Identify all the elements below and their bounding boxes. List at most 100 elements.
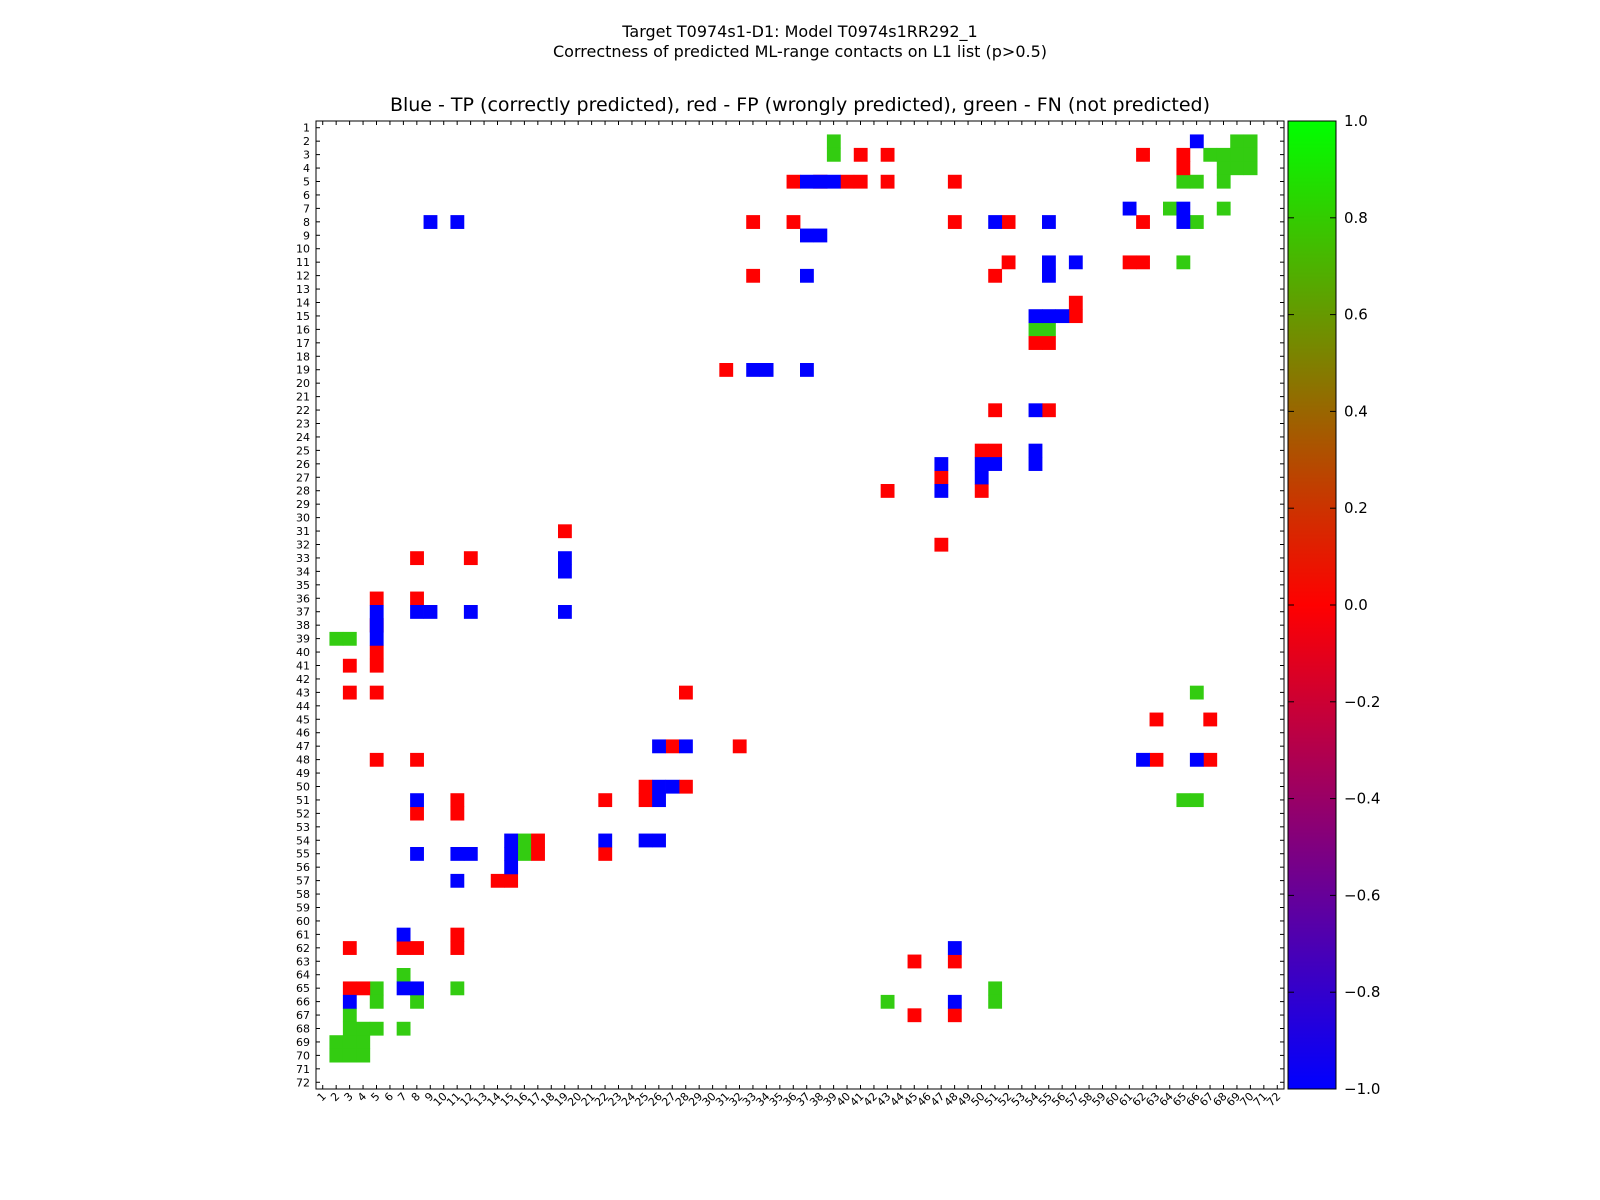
cell-tp: [396, 981, 411, 996]
cell-fn: [826, 147, 841, 162]
cell-fp: [719, 363, 734, 377]
y-tick-label: 66: [296, 996, 310, 1009]
cell-fp: [369, 752, 384, 767]
y-tick-label: 28: [296, 485, 310, 498]
cell-fp: [1042, 403, 1056, 418]
x-tick-label: 3: [342, 1090, 356, 1104]
cell-fp: [880, 174, 895, 189]
cell-fp: [342, 658, 357, 673]
cell-fp: [1149, 752, 1164, 767]
cell-tp: [1122, 201, 1137, 216]
y-tick-label: 25: [296, 444, 310, 457]
y-tick-label: 10: [296, 243, 310, 256]
cell-tp: [504, 847, 519, 861]
y-tick-label: 52: [296, 807, 310, 820]
cell-tp: [504, 833, 519, 848]
y-tick-label: 58: [296, 888, 310, 901]
cell-fn: [1230, 161, 1245, 176]
y-tick-label: 14: [296, 297, 310, 310]
y-tick-label: 22: [296, 404, 310, 417]
cell-tp: [988, 457, 1003, 471]
y-tick-label: 30: [296, 512, 310, 525]
cell-tp: [813, 228, 828, 243]
colorbar-tick-label: −1.0: [1344, 1080, 1380, 1098]
cell-fp: [786, 174, 801, 189]
cell-fn: [342, 631, 357, 646]
cell-fp: [410, 752, 424, 767]
cell-tp: [450, 873, 465, 888]
colorbar-tick-label: 1.0: [1344, 112, 1368, 130]
y-tick-label: 15: [296, 310, 310, 323]
cell-tp: [800, 268, 814, 283]
y-tick-label: 19: [296, 364, 310, 377]
cell-fp: [410, 551, 424, 566]
y-tick-label: 27: [296, 471, 310, 484]
y-tick-label: 51: [296, 794, 310, 807]
cell-fp: [1001, 215, 1016, 229]
cell-tp: [369, 618, 384, 633]
cell-tp: [1055, 309, 1070, 324]
y-tick-label: 23: [296, 418, 310, 431]
cell-fp: [947, 954, 962, 969]
cell-fn: [356, 1021, 371, 1036]
cell-tp: [1189, 134, 1204, 149]
cell-fp: [1068, 309, 1083, 324]
cell-fp: [356, 981, 371, 996]
cell-fp: [934, 470, 949, 485]
cell-fp: [342, 685, 357, 700]
cell-tp: [934, 457, 949, 471]
cell-tp: [369, 605, 384, 619]
cell-fn: [1216, 174, 1231, 189]
cell-fp: [369, 645, 384, 660]
cell-fn: [1243, 134, 1258, 149]
x-tick-label: 1: [315, 1090, 329, 1104]
colorbar-tick-label: −0.2: [1344, 693, 1380, 711]
y-tick-label: 40: [296, 646, 310, 659]
cell-fn: [1042, 322, 1056, 337]
cell-tp: [800, 174, 814, 189]
cell-fn: [1176, 174, 1191, 189]
y-tick-label: 41: [296, 660, 310, 673]
y-tick-label: 56: [296, 861, 310, 874]
cell-fp: [974, 443, 989, 458]
cell-tp: [1176, 201, 1191, 216]
cell-fp: [679, 685, 693, 700]
y-tick-label: 20: [296, 377, 310, 390]
cell-tp: [665, 779, 680, 794]
axes-title: Blue - TP (correctly predicted), red - F…: [389, 94, 1211, 116]
cell-tp: [679, 739, 693, 754]
cell-tp: [369, 631, 384, 646]
cell-fn: [1189, 174, 1204, 189]
cell-fp: [598, 793, 613, 808]
cell-fp: [450, 806, 465, 821]
y-tick-label: 42: [296, 673, 310, 686]
y-tick-label: 43: [296, 686, 310, 699]
cell-fp: [1176, 147, 1191, 162]
cell-fn: [342, 1035, 357, 1050]
cell-fn: [1176, 255, 1191, 270]
cell-fn: [1189, 215, 1204, 229]
colorbar-tick-label: −0.4: [1344, 790, 1380, 808]
cell-fp: [1136, 255, 1150, 270]
suptitle-line-1: Target T0974s1-D1: Model T0974s1RR292_1: [622, 22, 978, 41]
cell-fp: [531, 847, 545, 861]
colorbar-ticks: 1.0 0.8 0.6 0.4 0.2 0.0 −0.2 −0.4 −0.6 −0.8 −1.0: [1288, 112, 1380, 1098]
cell-tp: [558, 551, 572, 566]
cell-fn: [410, 994, 424, 1009]
cell-tp: [800, 363, 814, 377]
cell-fp: [638, 793, 653, 808]
cell-tp: [1042, 268, 1056, 283]
cell-tp: [826, 174, 841, 189]
cell-fp: [1149, 712, 1164, 727]
cell-fp: [410, 806, 424, 821]
cell-fp: [1203, 752, 1218, 767]
y-tick-label: 37: [296, 606, 310, 619]
cell-fp: [947, 1008, 962, 1023]
y-tick-label: 72: [296, 1076, 310, 1089]
cell-fn: [369, 994, 384, 1009]
cell-fp: [880, 147, 895, 162]
cell-fp: [988, 443, 1003, 458]
cell-fp: [907, 1008, 922, 1023]
y-tick-label: 63: [296, 955, 310, 968]
cell-fp: [410, 941, 424, 955]
